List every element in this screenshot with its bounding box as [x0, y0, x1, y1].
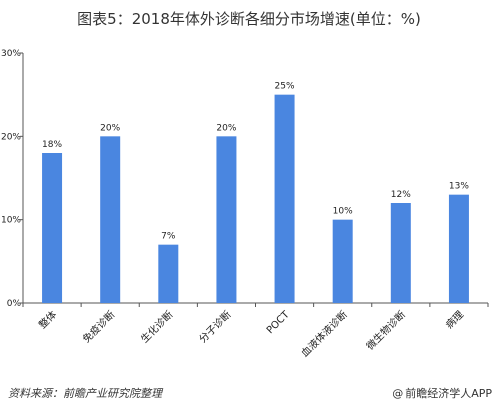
bar	[332, 219, 353, 303]
y-tick-label: 20%	[1, 132, 21, 142]
source-note: 资料来源：前瞻产业研究院整理	[8, 387, 162, 400]
data-label: 13%	[449, 182, 469, 192]
bar	[100, 136, 121, 303]
data-label: 20%	[100, 123, 120, 133]
bar	[158, 244, 179, 303]
bar	[448, 194, 469, 303]
y-tick-label: 10%	[1, 216, 21, 226]
bar	[274, 94, 295, 304]
y-tick-label: 30%	[1, 49, 21, 59]
y-tick-label: 0%	[7, 299, 22, 309]
data-label: 12%	[391, 190, 411, 200]
data-label: 7%	[161, 232, 176, 242]
x-tick-label: 生化诊断	[138, 308, 175, 345]
bar	[216, 136, 237, 303]
bar	[42, 153, 63, 303]
data-label: 25%	[275, 82, 295, 92]
data-label: 18%	[42, 140, 62, 150]
plot-area: 0% 10% 20% 30% 18% 整体 20% 免疫诊断 7% 生化诊断 20% 分子诊断 25% P…	[1, 49, 489, 360]
x-tick-label: 病理	[443, 308, 466, 331]
bar	[390, 203, 411, 303]
at-icon: @	[392, 387, 404, 400]
data-label: 10%	[333, 207, 353, 217]
credit-label: 前瞻经济学人APP	[405, 387, 492, 400]
credit: @ 前瞻经济学人APP	[392, 385, 492, 401]
x-tick-label: 分子诊断	[196, 308, 233, 345]
chart-title: 图表5：2018年体外诊断各细分市场增速(单位：%)	[77, 10, 421, 28]
x-tick-label: 微生物诊断	[363, 308, 408, 353]
x-tick-label: 免疫诊断	[80, 308, 117, 345]
x-tick-label: 整体	[36, 308, 59, 331]
x-tick-label: 血液体液诊断	[298, 308, 350, 360]
x-tick-label: POCT	[265, 309, 292, 336]
data-label: 20%	[216, 123, 236, 133]
